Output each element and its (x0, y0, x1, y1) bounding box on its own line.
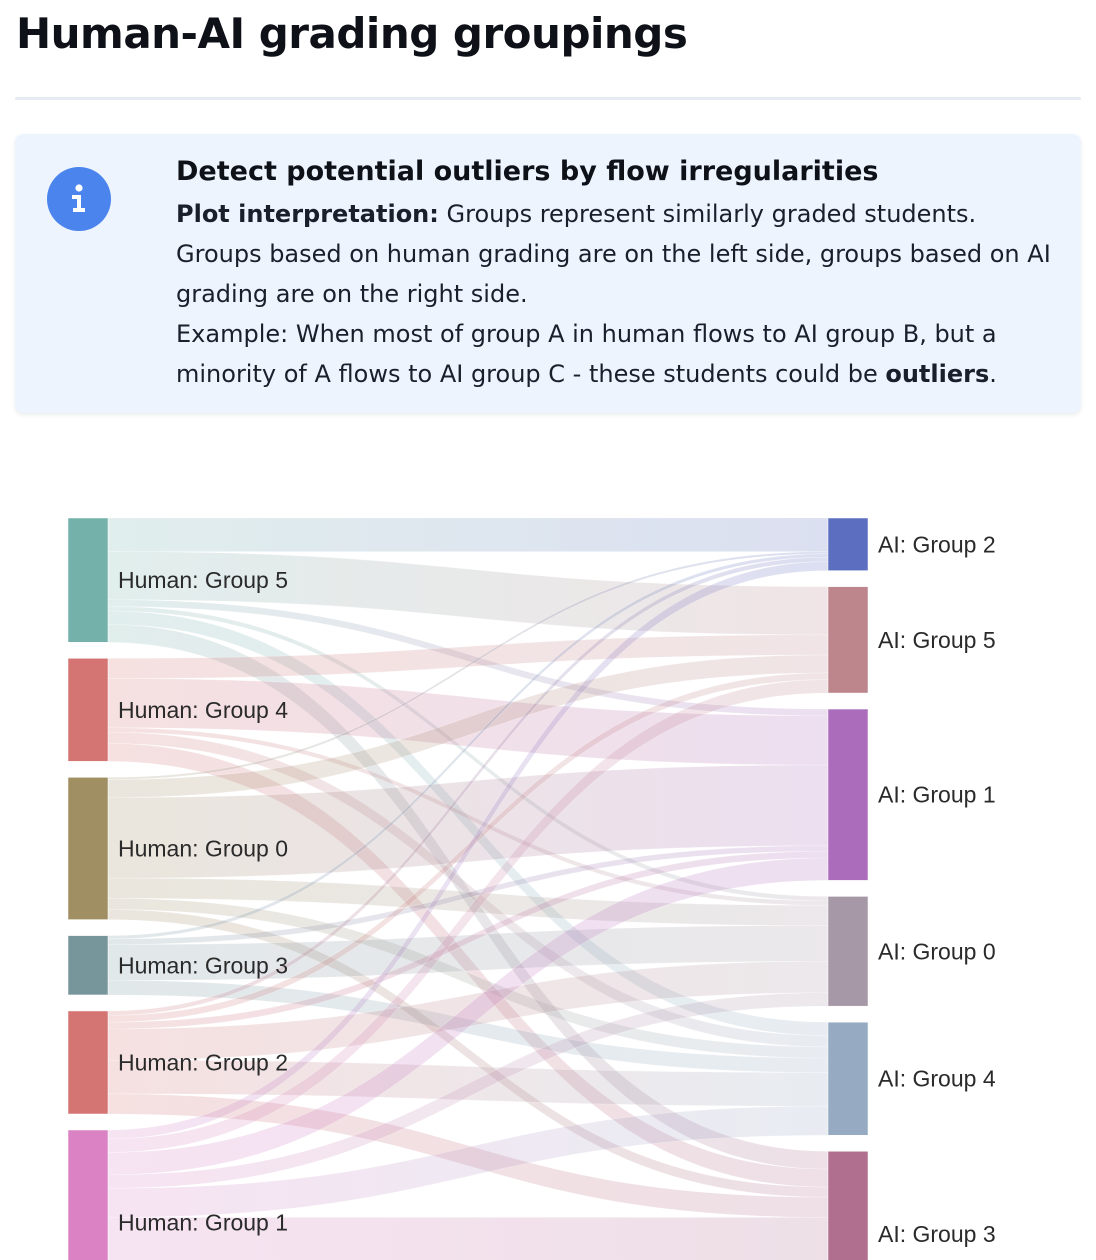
sankey-links (107, 517, 829, 1260)
sankey-node-label-h5: Human: Group 5 (118, 567, 288, 593)
sankey-node-h4[interactable] (67, 658, 109, 762)
sankey-node-label-h2: Human: Group 2 (118, 1049, 288, 1075)
sankey-node-h2[interactable] (67, 1010, 109, 1115)
sankey-node-label-a5: AI: Group 5 (878, 627, 996, 653)
sankey-node-label-h0: Human: Group 0 (118, 835, 288, 861)
sankey-link-h1-a3[interactable] (107, 1217, 829, 1260)
sankey-node-a0[interactable] (827, 896, 869, 1007)
page-title: Human-AI grading groupings (16, 9, 688, 58)
sankey-node-label-h1: Human: Group 1 (118, 1209, 288, 1235)
sankey-node-a2[interactable] (827, 517, 869, 571)
sankey-node-a5[interactable] (827, 586, 869, 694)
sankey-node-label-a1: AI: Group 1 (878, 782, 996, 808)
sankey-node-a3[interactable] (827, 1151, 869, 1260)
info-heading: Detect potential outliers by flow irregu… (176, 156, 879, 187)
sankey-node-label-a2: AI: Group 2 (878, 531, 996, 557)
interpretation-paragraph: Plot interpretation: Groups represent si… (176, 194, 1056, 314)
sankey-node-h5[interactable] (67, 517, 109, 643)
sankey-chart: Human: Group 5 Human: Group 4 Human: Group… (67, 517, 996, 1260)
info-content: Detect potential outliers by flow irregu… (176, 152, 1056, 394)
sankey-node-h3[interactable] (67, 935, 109, 996)
title-divider (15, 97, 1081, 100)
sankey-node-label-a3: AI: Group 3 (878, 1221, 996, 1247)
sankey-node-h1[interactable] (67, 1129, 109, 1260)
interpretation-label: Plot interpretation: (176, 200, 439, 228)
example-end: . (989, 360, 997, 388)
sankey-node-label-h4: Human: Group 4 (118, 697, 288, 723)
sankey-node-label-h3: Human: Group 3 (118, 952, 288, 978)
example-emphasis: outliers (885, 360, 990, 388)
info-alert: Detect potential outliers by flow irregu… (15, 134, 1081, 413)
sankey-node-a1[interactable] (827, 708, 869, 881)
sankey-node-label-a4: AI: Group 4 (878, 1066, 996, 1092)
sankey-node-label-a0: AI: Group 0 (878, 938, 996, 964)
sankey-link-h5-a5[interactable] (107, 551, 829, 636)
example-text: Example: When most of group A in human f… (176, 320, 997, 388)
sankey-link-h5-a2[interactable] (107, 517, 829, 552)
sankey-node-a4[interactable] (827, 1021, 869, 1136)
example-paragraph: Example: When most of group A in human f… (176, 314, 1056, 394)
interpretation-text: Groups represent similarly graded studen… (176, 200, 1051, 308)
info-circle-icon (47, 167, 111, 231)
sankey-node-h0[interactable] (67, 777, 109, 920)
